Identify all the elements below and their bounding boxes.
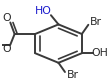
Text: OH: OH <box>92 48 109 58</box>
Text: HO: HO <box>34 6 51 16</box>
Text: Br: Br <box>90 17 102 27</box>
Text: O: O <box>2 44 11 54</box>
Text: Br: Br <box>67 70 79 80</box>
Text: O: O <box>2 13 11 23</box>
